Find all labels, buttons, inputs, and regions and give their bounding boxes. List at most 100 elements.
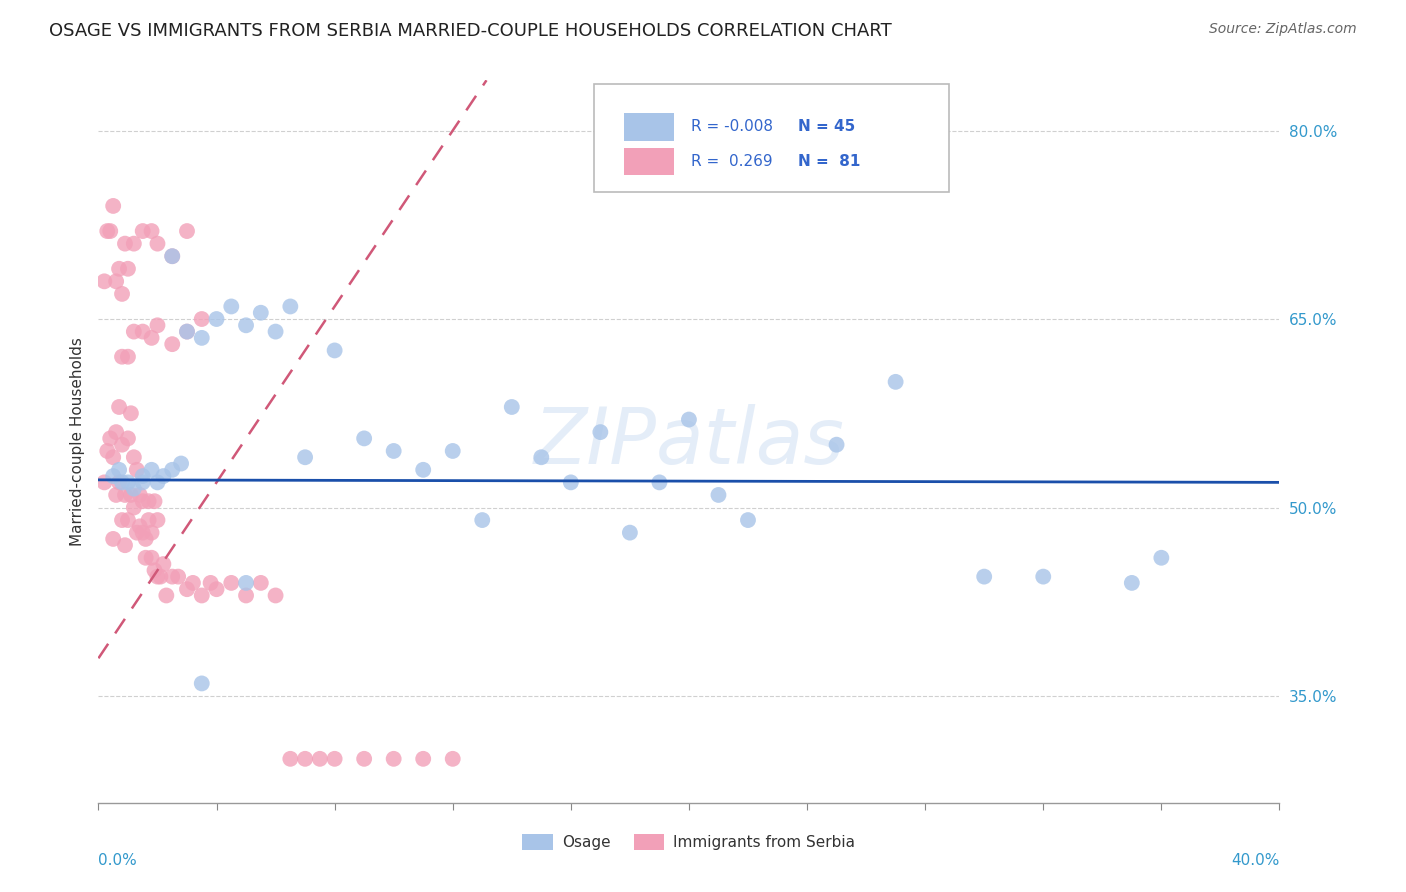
Point [111,286,134,301]
Point [648,475,671,490]
Point [132,224,155,238]
Point [250,306,273,320]
Point [96,224,118,238]
Point [181,575,204,590]
Point [323,752,346,766]
Point [280,300,302,314]
Point [105,488,128,502]
Point [973,569,995,583]
Point [98,224,121,238]
Point [250,575,273,590]
Point [117,431,139,445]
Point [117,261,139,276]
Point [176,325,198,339]
Point [191,312,214,326]
Text: 0.0%: 0.0% [98,854,138,869]
Point [162,249,183,263]
Point [120,406,142,420]
Legend: Osage, Immigrants from Serbia: Osage, Immigrants from Serbia [516,829,862,856]
Text: N =  81: N = 81 [797,154,860,169]
Point [235,589,257,603]
Point [323,343,346,358]
Point [235,318,257,333]
Point [135,550,157,565]
Point [132,494,155,508]
Point [93,475,115,490]
Point [264,325,287,339]
Text: OSAGE VS IMMIGRANTS FROM SERBIA MARRIED-COUPLE HOUSEHOLDS CORRELATION CHART: OSAGE VS IMMIGRANTS FROM SERBIA MARRIED-… [49,22,891,40]
Point [155,589,177,603]
Point [382,444,405,458]
Point [884,375,907,389]
Point [138,513,160,527]
Point [162,463,183,477]
Point [114,236,136,251]
Point [108,261,131,276]
Point [191,331,214,345]
Point [108,475,131,490]
Point [122,482,145,496]
Point [152,557,174,571]
Point [441,444,464,458]
Text: Source: ZipAtlas.com: Source: ZipAtlas.com [1209,22,1357,37]
Bar [624,148,673,176]
Bar [624,113,673,141]
Point [128,488,150,502]
Point [530,450,553,465]
Point [353,752,375,766]
Point [1150,550,1173,565]
Point [132,475,155,490]
Point [132,469,155,483]
Point [111,438,134,452]
Point [105,274,128,288]
Point [1032,569,1054,583]
Point [103,532,125,546]
Point [501,400,523,414]
Point [117,513,139,527]
Point [103,469,125,483]
Point [382,752,405,766]
Point [132,325,155,339]
Point [141,331,163,345]
Point [205,582,228,597]
Point [170,457,193,471]
Point [191,589,214,603]
Point [825,438,848,452]
Point [149,569,172,583]
Point [111,475,134,490]
Point [108,400,131,414]
Point [120,488,142,502]
Point [122,450,145,465]
Point [111,513,134,527]
Point [141,550,163,565]
Point [125,463,148,477]
Point [146,569,169,583]
Point [176,582,198,597]
Point [191,676,214,690]
Point [108,463,131,477]
Point [138,494,160,508]
Point [141,463,163,477]
Point [678,412,700,426]
Point [280,752,302,766]
Point [176,325,198,339]
Point [167,569,190,583]
Point [117,475,139,490]
Point [98,431,121,445]
Point [141,224,163,238]
Point [1121,575,1143,590]
Text: R = -0.008: R = -0.008 [692,120,773,135]
Point [221,300,243,314]
Point [111,350,134,364]
Point [122,325,145,339]
Point [146,236,169,251]
Point [135,532,157,546]
Point [96,444,118,458]
Text: N = 45: N = 45 [797,120,855,135]
Point [114,538,136,552]
Point [103,199,125,213]
Text: ZIPatlas: ZIPatlas [533,403,845,480]
Point [146,475,169,490]
Point [471,513,494,527]
Point [737,513,759,527]
